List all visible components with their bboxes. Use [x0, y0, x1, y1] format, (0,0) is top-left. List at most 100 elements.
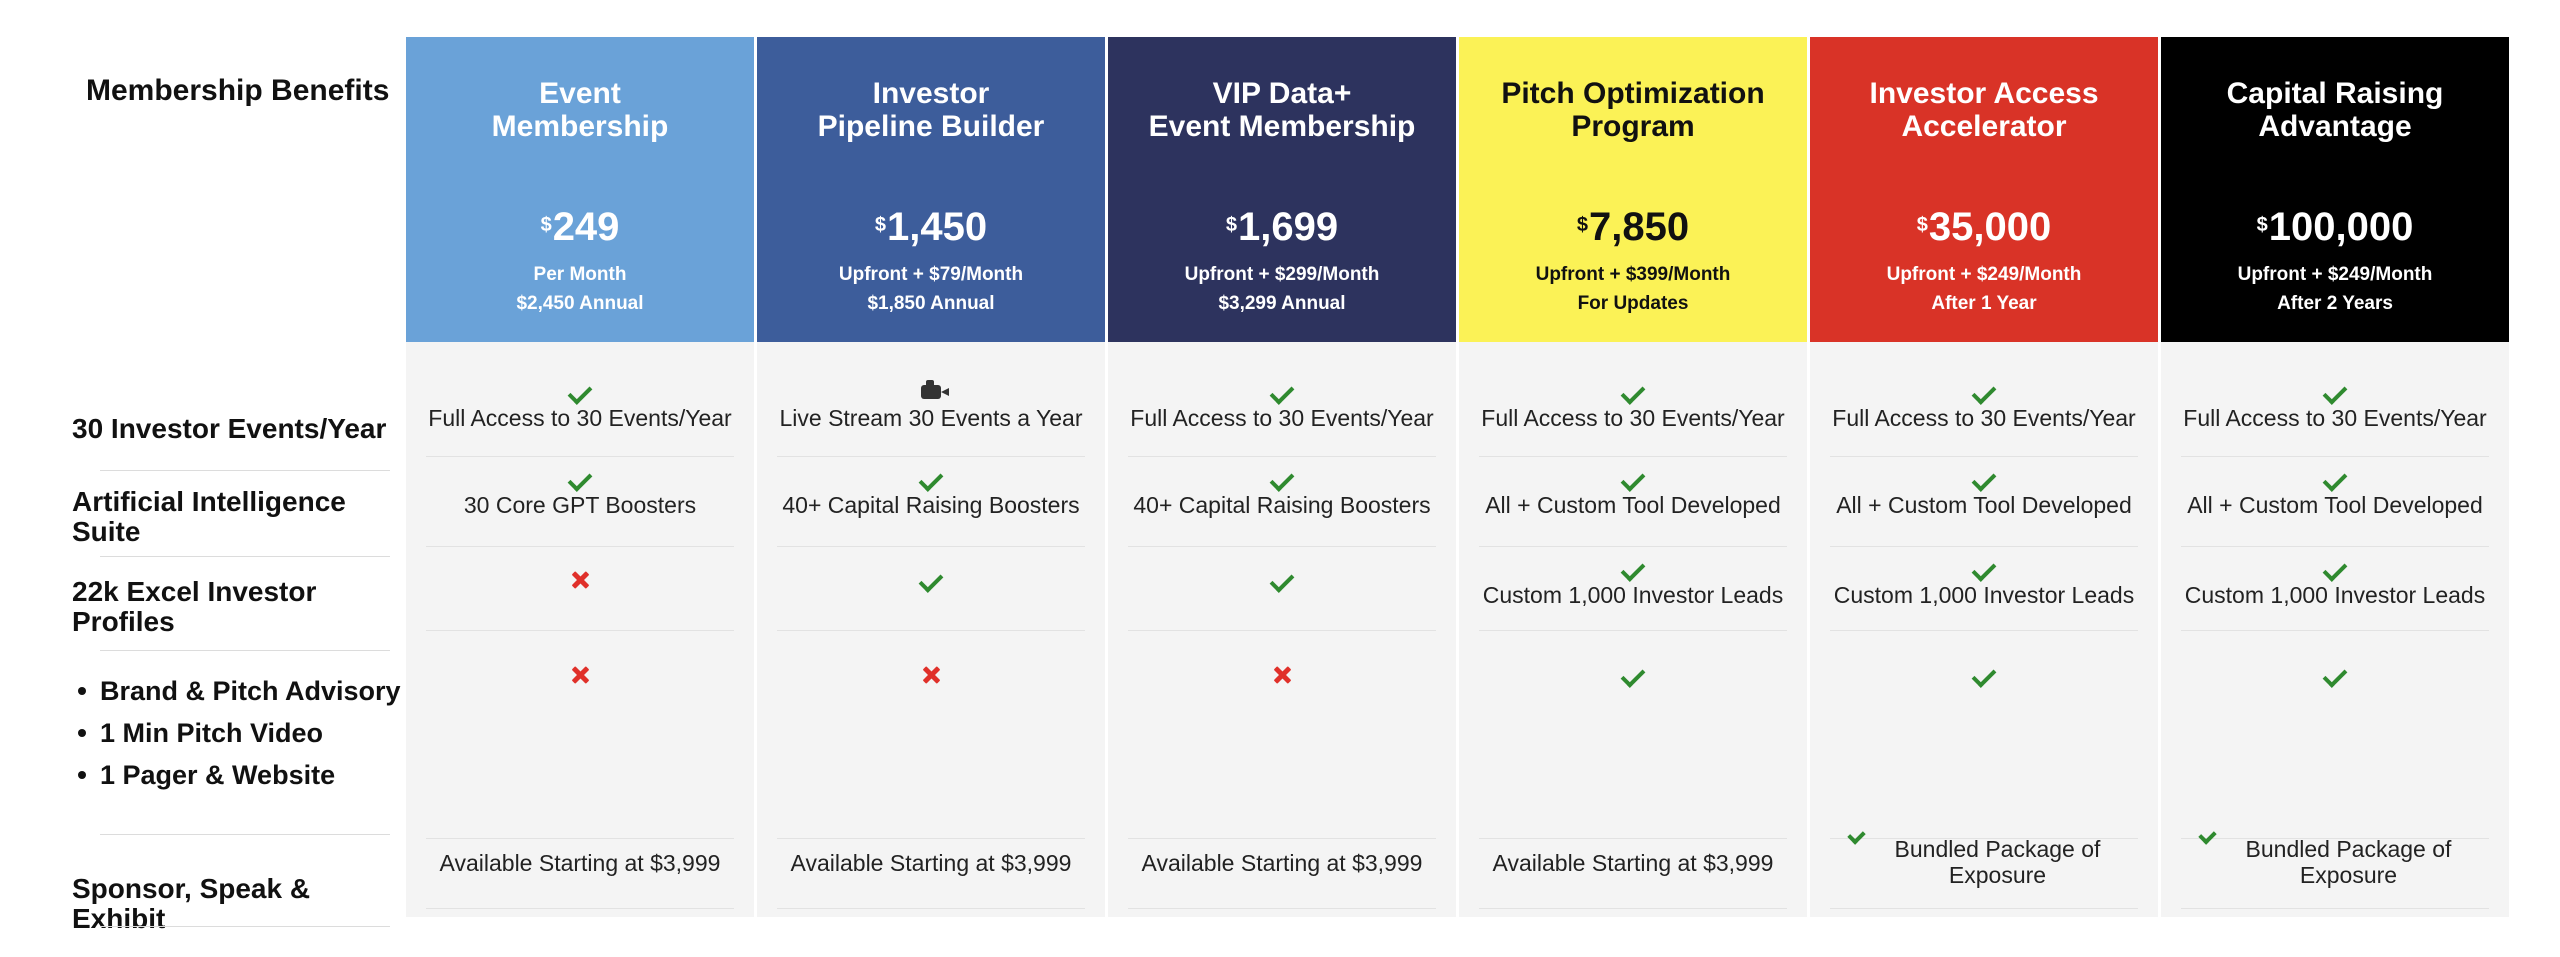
cell-divider — [777, 456, 1085, 457]
feature-cell: Custom 1,000 Investor Leads — [2161, 556, 2509, 608]
plan-name-line: Investor — [872, 77, 990, 110]
feature-cell: Available Starting at $3,999 — [1108, 850, 1456, 876]
plan-features: Live Stream 30 Events a Year 40+ Capital … — [757, 342, 1105, 917]
plan-header: Investor Access Accelerator $35,000 Upfront… — [1810, 37, 2158, 342]
advisory-bullet-item: Brand & Pitch Advisory — [74, 670, 401, 712]
row-divider — [100, 834, 390, 835]
feature-cell: 40+ Capital Raising Boosters — [757, 466, 1105, 518]
feature-cell: Custom 1,000 Investor Leads — [1459, 556, 1807, 608]
currency-symbol: $ — [874, 214, 886, 236]
feature-cell: Available Starting at $3,999 — [406, 850, 754, 876]
check-icon — [918, 466, 944, 492]
advisory-bullet-list: Brand & Pitch Advisory 1 Min Pitch Video 1… — [74, 670, 401, 796]
feature-text: Bundled Package of Exposure — [1894, 836, 2101, 888]
check-icon — [1269, 567, 1295, 593]
plan-header: Capital Raising Advantage $100,000 Upfront … — [2161, 37, 2509, 342]
plan-header: Investor Pipeline Builder $1,450 Upfront + … — [757, 37, 1105, 342]
plan-features: Full Access to 30 Events/Year All + Custo… — [1810, 342, 2158, 917]
cell-divider — [1479, 630, 1787, 631]
plan-name-line: Membership — [491, 110, 669, 143]
feature-text: Full Access to 30 Events/Year — [1481, 405, 1785, 431]
feature-cell: All + Custom Tool Developed — [1810, 466, 2158, 518]
plan-column: Pitch Optimization Program $7,850 Upfront +… — [1459, 37, 1807, 917]
cell-divider — [1830, 456, 2138, 457]
plan-name-line: Pipeline Builder — [817, 110, 1045, 143]
feature-cell — [757, 664, 1105, 686]
feature-text: Custom 1,000 Investor Leads — [2184, 582, 2486, 608]
cell-divider — [426, 908, 734, 909]
feature-cell: Bundled Package of Exposure — [2161, 826, 2509, 888]
check-icon — [1620, 379, 1646, 405]
currency-symbol: $ — [540, 214, 552, 236]
plan-name-line: Advantage — [2258, 110, 2412, 143]
plan-column: Event Membership $249 Per Month $2,450 Annua… — [406, 37, 754, 917]
feature-text: All + Custom Tool Developed — [1836, 492, 2132, 518]
cell-divider — [777, 838, 1085, 839]
cell-divider — [1479, 546, 1787, 547]
feature-cell: Live Stream 30 Events a Year — [757, 380, 1105, 431]
feature-text: Available Starting at $3,999 — [439, 850, 721, 876]
cell-divider — [1479, 456, 1787, 457]
cross-icon — [571, 571, 589, 589]
feature-cell: 30 Core GPT Boosters — [406, 466, 754, 518]
cell-divider — [2181, 456, 2489, 457]
plan-name-line: Event Membership — [1148, 110, 1416, 143]
check-icon — [2322, 379, 2348, 405]
plan-billing-detail: Per Month — [533, 264, 627, 285]
plan-name: VIP Data+ Event Membership — [1108, 77, 1456, 143]
currency-symbol: $ — [1576, 214, 1588, 236]
feature-cell — [1810, 662, 2158, 688]
plan-name-line: Capital Raising — [2226, 77, 2444, 110]
check-icon — [567, 379, 593, 405]
feature-cell: Available Starting at $3,999 — [757, 850, 1105, 876]
plan-name-line: Event — [539, 77, 621, 110]
plan-column: VIP Data+ Event Membership $1,699 Upfront +… — [1108, 37, 1456, 917]
feature-cell — [757, 567, 1105, 593]
check-icon — [2322, 466, 2348, 492]
feature-text: Full Access to 30 Events/Year — [1130, 405, 1434, 431]
check-icon — [1620, 556, 1646, 582]
plan-name: Investor Access Accelerator — [1810, 77, 2158, 143]
cell-divider — [1830, 908, 2138, 909]
cell-divider — [2181, 630, 2489, 631]
price-amount: 100,000 — [2268, 205, 2414, 249]
feature-cell — [1108, 567, 1456, 593]
price-amount: 249 — [552, 205, 620, 249]
cell-divider — [777, 908, 1085, 909]
feature-cell: Full Access to 30 Events/Year — [1108, 379, 1456, 431]
feature-text: All + Custom Tool Developed — [2187, 492, 2483, 518]
plan-billing-detail: Upfront + $249/Month — [2237, 264, 2433, 285]
advisory-bullet-item: 1 Pager & Website — [74, 754, 401, 796]
feature-text: 40+ Capital Raising Boosters — [782, 492, 1080, 518]
price-amount: 7,850 — [1589, 205, 1690, 249]
cell-divider — [2181, 838, 2489, 839]
plan-features: Full Access to 30 Events/Year All + Custo… — [1459, 342, 1807, 917]
feature-cell — [406, 569, 754, 591]
check-icon — [2322, 556, 2348, 582]
check-icon — [1971, 379, 1997, 405]
check-icon — [1269, 466, 1295, 492]
plan-name-line: Investor Access — [1869, 77, 2099, 110]
plan-header: Pitch Optimization Program $7,850 Upfront +… — [1459, 37, 1807, 342]
plan-name-line: Pitch Optimization — [1501, 77, 1765, 110]
feature-text: 40+ Capital Raising Boosters — [1133, 492, 1431, 518]
plan-name-line: Program — [1571, 110, 1695, 143]
feature-text: Full Access to 30 Events/Year — [2183, 405, 2487, 431]
video-camera-icon — [921, 380, 949, 399]
feature-cell: Full Access to 30 Events/Year — [406, 379, 754, 431]
plan-column: Investor Pipeline Builder $1,450 Upfront + … — [757, 37, 1105, 917]
check-icon — [567, 466, 593, 492]
plan-name-line: Accelerator — [1901, 110, 2067, 143]
cell-divider — [1830, 630, 2138, 631]
plan-billing-detail: Upfront + $399/Month — [1535, 264, 1731, 285]
feature-cell: Bundled Package of Exposure — [1810, 826, 2158, 888]
feature-text: Full Access to 30 Events/Year — [1832, 405, 2136, 431]
plan-billing-detail: Upfront + $249/Month — [1886, 264, 2082, 285]
plan-price: $35,000 — [1810, 205, 2158, 249]
check-icon — [1971, 466, 1997, 492]
row-divider — [100, 926, 390, 927]
cell-divider — [2181, 546, 2489, 547]
check-icon — [918, 567, 944, 593]
plan-column: Investor Access Accelerator $35,000 Upfront… — [1810, 37, 2158, 917]
check-icon — [1269, 379, 1295, 405]
